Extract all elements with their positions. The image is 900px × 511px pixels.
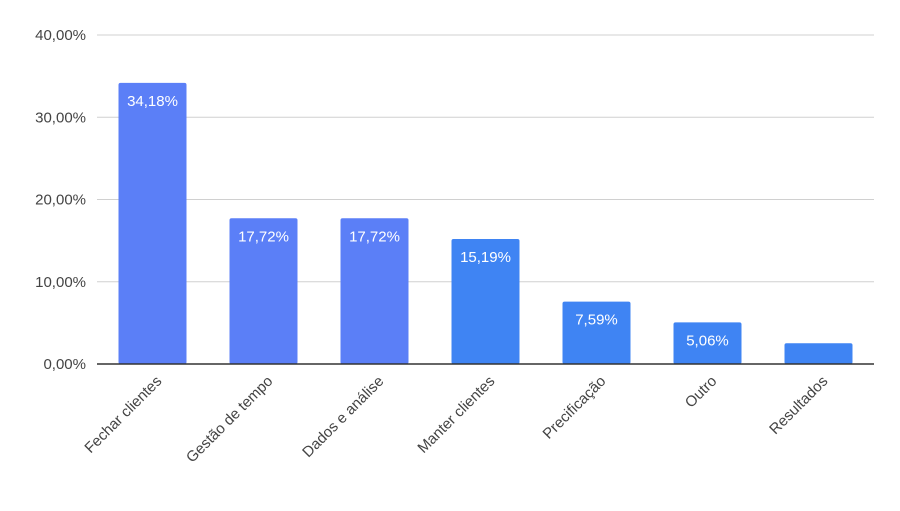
bar [340, 218, 409, 364]
bar [562, 301, 631, 364]
y-tick-label: 30,00% [35, 109, 86, 126]
data-label: 5,06% [686, 332, 729, 349]
x-tick-label: Dados e análise [299, 373, 387, 461]
data-label: 34,18% [127, 93, 178, 110]
bars [118, 82, 853, 364]
data-labels: 34,18% 17,72% 17,72% 15,19% 7,59% 5,06% [127, 93, 729, 350]
y-axis-ticks: 0,00% 10,00% 20,00% 30,00% 40,00% [35, 27, 86, 373]
bar [451, 239, 520, 364]
x-tick-label: Manter clientes [414, 373, 498, 457]
bar [784, 343, 853, 364]
y-tick-label: 40,00% [35, 27, 86, 44]
x-tick-label: Gestão de tempo [183, 373, 276, 466]
data-label: 15,19% [460, 249, 511, 266]
x-tick-label: Fechar clientes [81, 373, 165, 457]
x-tick-label: Precificação [540, 373, 610, 443]
y-tick-label: 20,00% [35, 192, 86, 209]
x-tick-label: Outro [682, 373, 721, 412]
bar [118, 82, 187, 364]
y-tick-label: 10,00% [35, 274, 86, 291]
data-label: 17,72% [238, 228, 289, 245]
data-label: 17,72% [349, 228, 400, 245]
x-tick-label: Resultados [766, 373, 831, 438]
bar [229, 218, 298, 364]
x-axis-ticks: Fechar clientes Gestão de tempo Dados e an… [81, 373, 831, 466]
y-tick-label: 0,00% [43, 356, 86, 373]
bar [673, 322, 742, 364]
data-label: 7,59% [575, 312, 618, 329]
